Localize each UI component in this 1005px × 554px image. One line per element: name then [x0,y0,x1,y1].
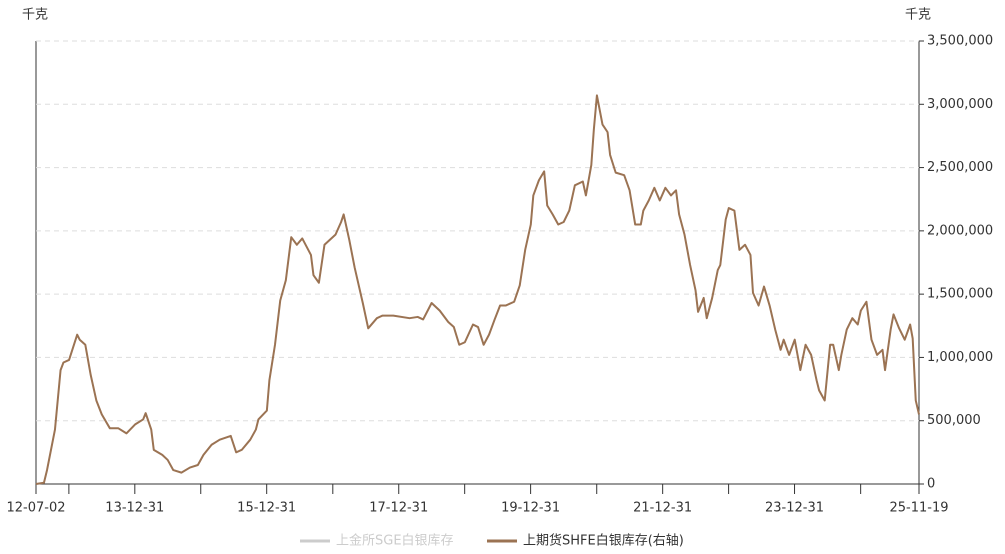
right-axis-unit: 千克 [905,8,931,23]
y2-tick-label: 2,500,000 [927,160,993,175]
legend-label: 上期货SHFE白银库存(右轴) [523,533,684,549]
legend-label: 上金所SGE白银库存 [336,533,454,549]
y2-tick-label: 0 [927,477,935,492]
y2-tick-label: 500,000 [927,413,981,428]
x-tick-label: 25-11-19 [889,501,948,516]
x-tick-label: 23-12-31 [765,501,824,516]
x-tick-label: 21-12-31 [633,501,692,516]
y2-tick-label: 3,500,000 [927,34,993,49]
x-tick-label: 17-12-31 [369,501,428,516]
y2-tick-label: 1,500,000 [927,287,993,302]
y2-tick-label: 2,000,000 [927,223,993,238]
y2-tick-label: 3,000,000 [927,97,993,112]
x-tick-label: 19-12-31 [501,501,560,516]
x-tick-label: 13-12-31 [105,501,164,516]
x-tick-label: 12-07-02 [6,501,65,516]
left-axis-unit: 千克 [22,8,48,23]
series-line [35,94,920,485]
x-tick-label: 15-12-31 [237,501,296,516]
y2-tick-label: 1,000,000 [927,350,993,365]
